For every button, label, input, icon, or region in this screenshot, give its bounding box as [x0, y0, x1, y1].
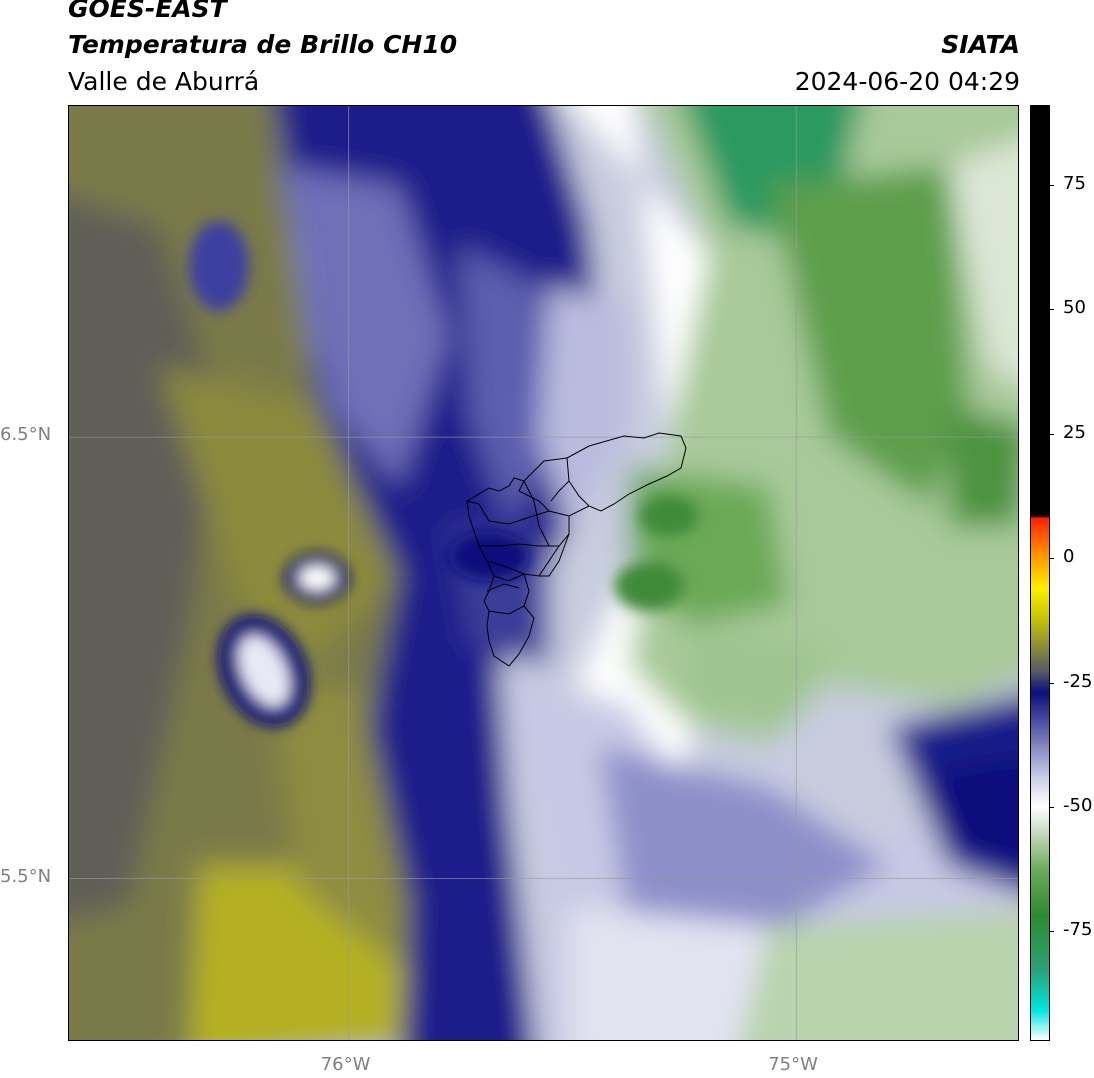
colorbar-tick-label: -50 [1063, 795, 1093, 816]
colorbar-tick [1049, 184, 1054, 186]
satellite-title: GOES-EAST [68, 0, 227, 23]
lat-label-6-5n: 6.5°N [0, 424, 52, 446]
colorbar-tick [1049, 558, 1054, 560]
datetime-label: 2024-06-20 04:29 [794, 67, 1020, 96]
municipality-boundaries [466, 432, 687, 667]
convective-cells [189, 221, 699, 727]
colorbar-tick [1049, 433, 1054, 435]
brightness-temperature-map [69, 106, 1018, 1040]
agency-label: SIATA [941, 30, 1020, 59]
lon-label-76w: 76°W [320, 1054, 371, 1075]
colorbar-tick-label: 25 [1063, 421, 1086, 443]
colorbar-tick [1049, 807, 1054, 808]
colorbar-tick [1049, 931, 1054, 933]
colorbar-tick-label: 0 [1063, 546, 1075, 568]
graticule [69, 106, 1018, 1040]
region-label: Valle de Aburrá [68, 67, 260, 96]
colorbar-tick-label: -75 [1063, 919, 1093, 941]
map-panel[interactable] [68, 105, 1019, 1041]
colorbar-tick-label: -25 [1063, 670, 1093, 692]
temperature-field [69, 106, 1018, 1040]
colorbar-tick-label: 75 [1063, 172, 1086, 194]
lat-label-5-5n: 5.5°N [0, 865, 52, 887]
lon-label-75w: 75°W [768, 1054, 818, 1075]
colorbar-tick-label: 50 [1063, 297, 1086, 319]
temperature-colorbar [1030, 105, 1050, 1041]
colorbar-tick [1049, 309, 1054, 311]
product-title: Temperatura de Brillo CH10 [68, 30, 458, 59]
colorbar-tick [1049, 682, 1054, 684]
